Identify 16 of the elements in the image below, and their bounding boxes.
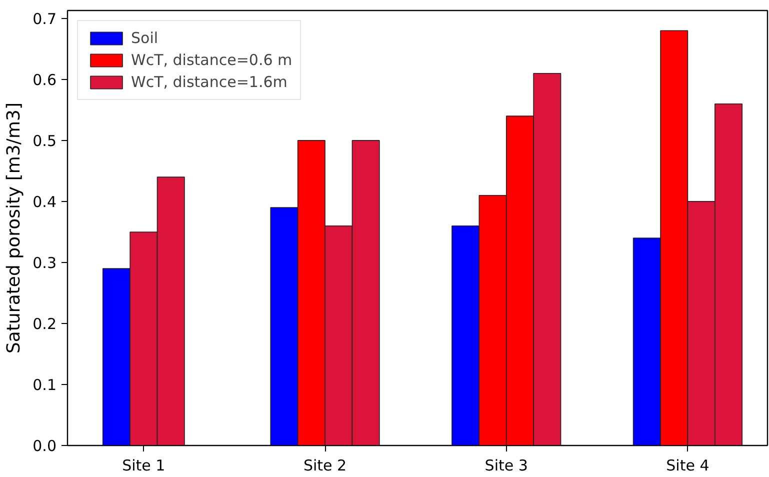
y-tick-label: 0.0 [32, 437, 57, 455]
legend-label: Soil [131, 29, 158, 47]
y-tick-label: 0.3 [32, 254, 57, 272]
x-tick-label: Site 1 [122, 456, 166, 474]
x-tick-label: Site 2 [303, 456, 347, 474]
y-tick-label: 0.5 [32, 132, 57, 150]
legend-label: WcT, distance=1.6m [131, 73, 288, 91]
legend-label: WcT, distance=0.6 m [131, 51, 292, 69]
y-tick-label: 0.7 [32, 10, 57, 28]
y-tick-label: 0.6 [32, 70, 57, 89]
x-tick-label: Site 4 [666, 456, 710, 474]
y-tick-label: 0.2 [32, 314, 57, 333]
x-tick-label: Site 3 [484, 456, 528, 474]
y-axis-title: Saturated porosity [m3/m3] [4, 102, 25, 354]
y-tick-label: 0.1 [32, 376, 57, 394]
y-tick-label: 0.4 [32, 192, 57, 211]
